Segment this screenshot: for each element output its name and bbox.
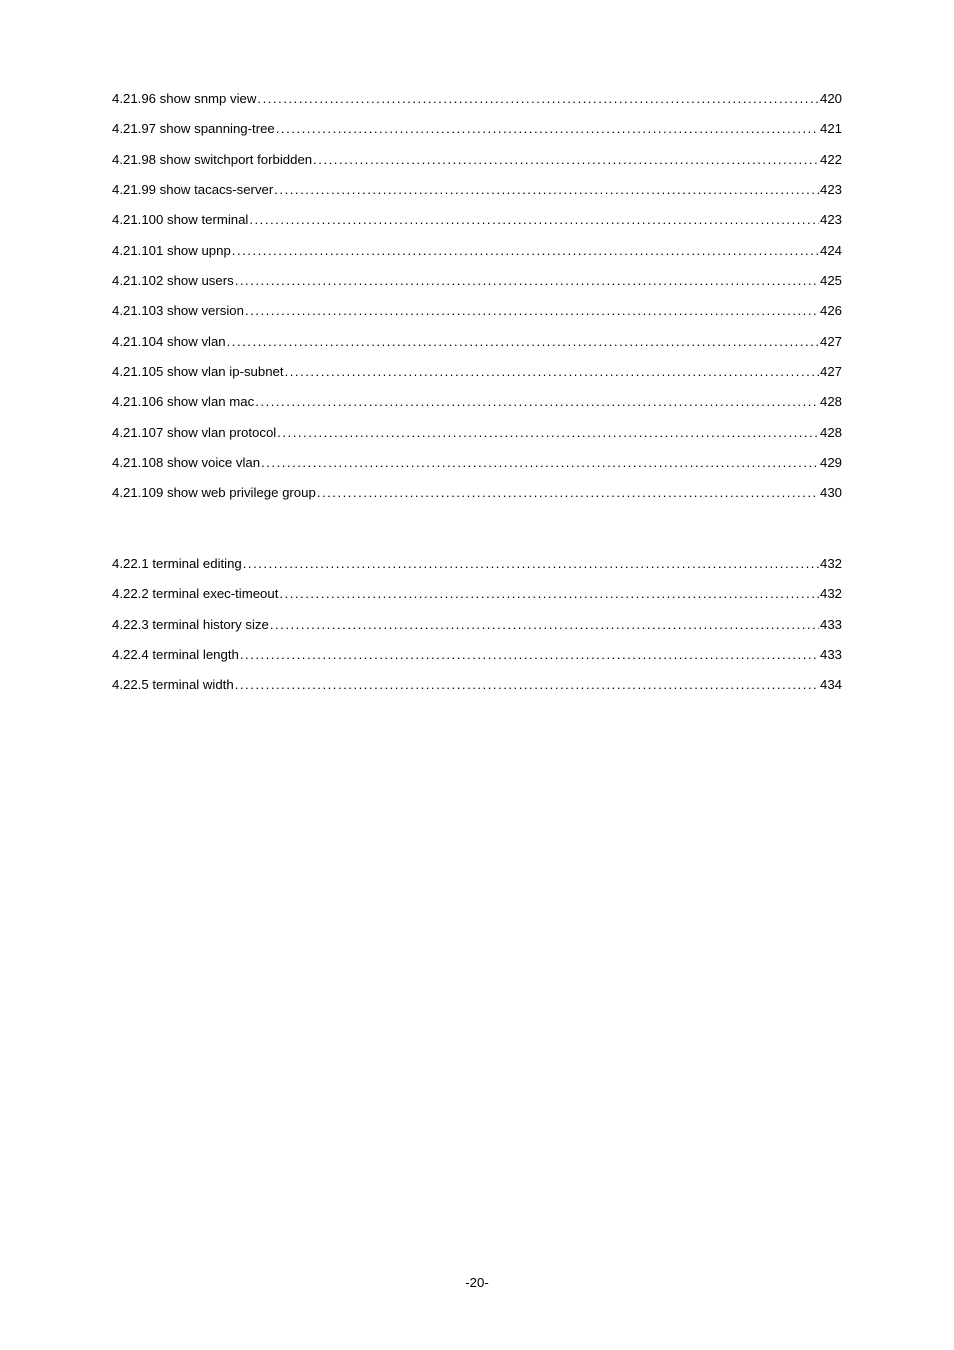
toc-entry-page: 432 (820, 586, 842, 602)
toc-entry[interactable]: 4.21.98 show switchport forbidden 422 (112, 152, 842, 168)
toc-leader-dots (285, 364, 819, 380)
toc-entry-title: 4.21.98 show switchport forbidden (112, 152, 312, 168)
toc-entry-page: 421 (820, 121, 842, 137)
toc-leader-dots (270, 617, 819, 633)
toc-entry-page: 422 (820, 152, 842, 168)
toc-leader-dots (313, 152, 819, 168)
toc-leader-dots (255, 394, 819, 410)
toc-leader-dots (261, 455, 819, 471)
toc-entry-title: 4.22.5 terminal width (112, 677, 234, 693)
toc-entry-page: 426 (820, 303, 842, 319)
toc-entry-title: 4.21.99 show tacacs-server (112, 182, 273, 198)
toc-entry[interactable]: 4.21.100 show terminal 423 (112, 212, 842, 228)
toc-leader-dots (279, 586, 819, 602)
toc-entry-page: 429 (820, 455, 842, 471)
toc-leader-dots (276, 121, 819, 137)
toc-entry-title: 4.21.104 show vlan (112, 334, 226, 350)
toc-entry[interactable]: 4.21.103 show version 426 (112, 303, 842, 319)
toc-entry-page: 424 (820, 243, 842, 259)
toc-entry-title: 4.21.109 show web privilege group (112, 485, 316, 501)
toc-entry-title: 4.21.106 show vlan mac (112, 394, 254, 410)
toc-entry-title: 4.21.97 show spanning-tree (112, 121, 275, 137)
toc-leader-dots (274, 182, 819, 198)
toc-entry-page: 423 (820, 212, 842, 228)
toc-leader-dots (240, 647, 819, 663)
page: 4.21.96 show snmp view 420 4.21.97 show sp… (0, 0, 954, 1350)
toc-entry[interactable]: 4.22.4 terminal length 433 (112, 647, 842, 663)
toc-entry[interactable]: 4.21.96 show snmp view 420 (112, 91, 842, 107)
toc-entry[interactable]: 4.21.106 show vlan mac 428 (112, 394, 842, 410)
toc-entry-page: 427 (820, 364, 842, 380)
toc-leader-dots (317, 485, 819, 501)
toc-entry-page: 427 (820, 334, 842, 350)
toc-entry-page: 423 (820, 182, 842, 198)
toc-entry-title: 4.21.100 show terminal (112, 212, 248, 228)
toc-entry[interactable]: 4.21.101 show upnp 424 (112, 243, 842, 259)
toc-entry-page: 430 (820, 485, 842, 501)
toc-entry-title: 4.22.3 terminal history size (112, 617, 269, 633)
toc-entry[interactable]: 4.21.107 show vlan protocol 428 (112, 425, 842, 441)
toc-entry[interactable]: 4.22.5 terminal width 434 (112, 677, 842, 693)
toc-entry[interactable]: 4.22.2 terminal exec-timeout 432 (112, 586, 842, 602)
section-gap (112, 516, 842, 556)
toc-entry-title: 4.21.108 show voice vlan (112, 455, 260, 471)
toc-entry-title: 4.22.4 terminal length (112, 647, 239, 663)
toc-entry[interactable]: 4.22.3 terminal history size 433 (112, 617, 842, 633)
toc-leader-dots (232, 243, 819, 259)
toc-entry[interactable]: 4.21.97 show spanning-tree 421 (112, 121, 842, 137)
toc-leader-dots (235, 677, 819, 693)
toc-entry-title: 4.21.107 show vlan protocol (112, 425, 276, 441)
toc-leader-dots (277, 425, 819, 441)
toc-entry-page: 433 (820, 647, 842, 663)
toc-entry-page: 420 (820, 91, 842, 107)
toc-entry[interactable]: 4.21.102 show users 425 (112, 273, 842, 289)
toc-entry-title: 4.21.101 show upnp (112, 243, 231, 259)
toc-entry[interactable]: 4.21.108 show voice vlan 429 (112, 455, 842, 471)
toc-entry[interactable]: 4.21.99 show tacacs-server 423 (112, 182, 842, 198)
toc-entry[interactable]: 4.22.1 terminal editing 432 (112, 556, 842, 572)
page-footer: -20- (0, 1275, 954, 1290)
toc-entry[interactable]: 4.21.105 show vlan ip-subnet 427 (112, 364, 842, 380)
toc-leader-dots (257, 91, 819, 107)
toc-entry-page: 428 (820, 425, 842, 441)
toc-entry-title: 4.21.105 show vlan ip-subnet (112, 364, 284, 380)
toc-entry-title: 4.21.102 show users (112, 273, 234, 289)
toc-entry[interactable]: 4.21.109 show web privilege group 430 (112, 485, 842, 501)
toc-entry-title: 4.21.103 show version (112, 303, 244, 319)
toc-leader-dots (235, 273, 819, 289)
toc-leader-dots (243, 556, 819, 572)
toc-leader-dots (227, 334, 819, 350)
toc-entry-title: 4.21.96 show snmp view (112, 91, 256, 107)
toc-entry-title: 4.22.2 terminal exec-timeout (112, 586, 278, 602)
toc-entry-page: 428 (820, 394, 842, 410)
toc-list: 4.21.96 show snmp view 420 4.21.97 show sp… (112, 91, 842, 693)
toc-entry-page: 434 (820, 677, 842, 693)
toc-entry[interactable]: 4.21.104 show vlan 427 (112, 334, 842, 350)
toc-leader-dots (245, 303, 819, 319)
toc-entry-title: 4.22.1 terminal editing (112, 556, 242, 572)
toc-entry-page: 425 (820, 273, 842, 289)
toc-entry-page: 433 (820, 617, 842, 633)
toc-leader-dots (249, 212, 819, 228)
toc-entry-page: 432 (820, 556, 842, 572)
